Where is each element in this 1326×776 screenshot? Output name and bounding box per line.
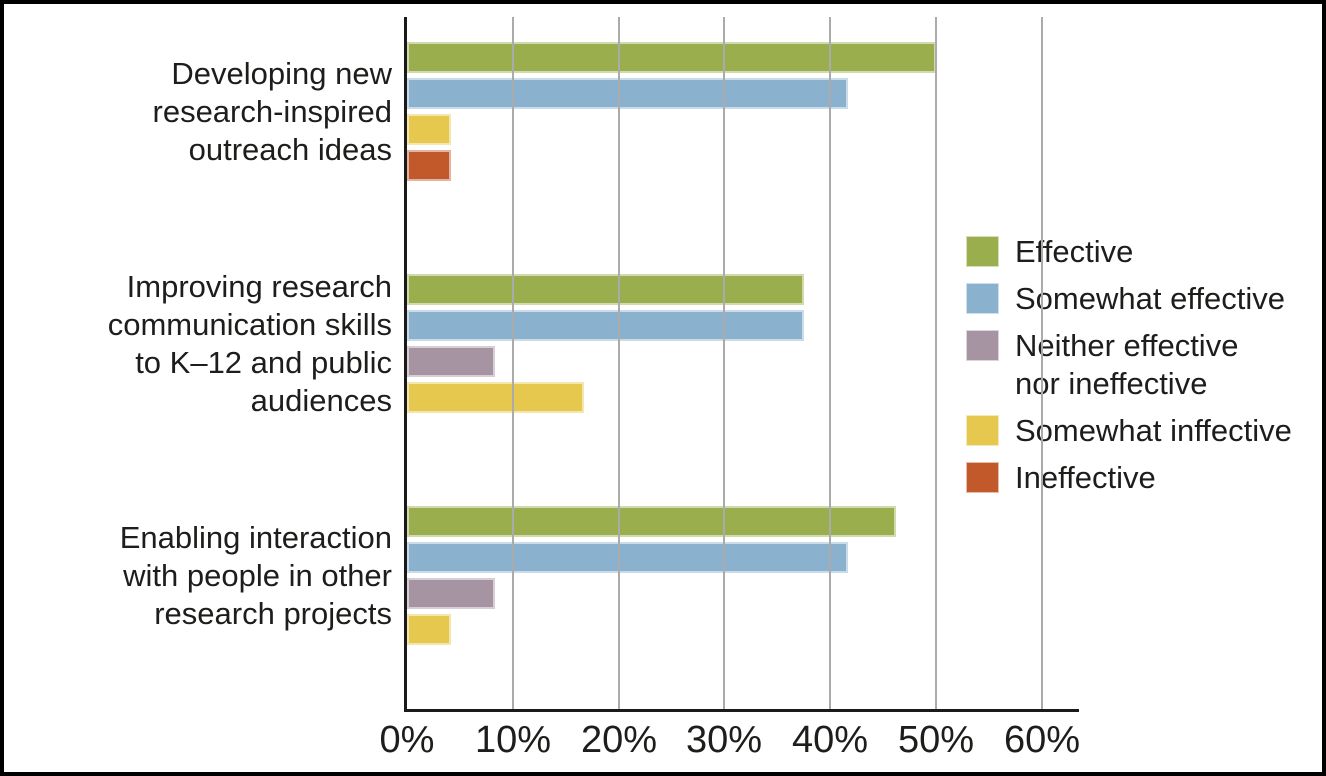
bar-neither-effective-nor-ineffective-category-2: [407, 346, 495, 377]
legend-label: Somewhat inffective: [1015, 413, 1292, 448]
category-label-line: outreach ideas: [188, 132, 392, 167]
category-label-line: with people in other: [123, 558, 392, 593]
bar-effective-category-2: [407, 274, 804, 305]
x-tick-label-50: 50%: [897, 719, 975, 761]
legend-label: Neither effective nor ineffective: [1015, 328, 1239, 401]
category-label-line: communication skills: [107, 307, 392, 342]
bar-neither-effective-nor-ineffective-category-3: [407, 578, 495, 609]
legend-swatch-effective: [966, 236, 999, 267]
legend-item-somewhat-effective: Somewhat effective: [966, 280, 1292, 318]
category-label-line: to K–12 and public: [135, 345, 392, 380]
x-tick-label-40: 40%: [791, 719, 869, 761]
gridline-30: [723, 17, 725, 709]
legend-item-ineffective: Ineffective: [966, 459, 1292, 497]
gridline-20: [618, 17, 620, 709]
legend-item-somewhat-inffective: Somewhat inffective: [966, 412, 1292, 450]
x-tick-label-0: 0%: [379, 719, 435, 761]
x-tick-label-20: 20%: [580, 719, 658, 761]
category-label-line: Improving research: [126, 269, 392, 304]
bar-somewhat-inffective-category-2: [407, 382, 584, 413]
legend-swatch-ineffective: [966, 462, 999, 493]
legend-label: Somewhat effective: [1015, 281, 1285, 316]
gridline-10: [512, 17, 514, 709]
legend-swatch-somewhat-inffective: [966, 415, 999, 446]
legend: Effective Somewhat effective Neither effec…: [966, 233, 1292, 506]
category-label-1: Developing new research-inspired outreach …: [28, 55, 393, 169]
category-label-line: audiences: [250, 383, 392, 418]
legend-swatch-somewhat-effective: [966, 283, 999, 314]
legend-label: Ineffective: [1015, 460, 1156, 495]
bar-somewhat-effective-category-3: [407, 542, 848, 573]
category-label-line: Enabling interaction: [119, 520, 392, 555]
x-tick-label-60: 60%: [1003, 719, 1081, 761]
bar-effective-category-3: [407, 506, 896, 537]
x-tick-label-30: 30%: [685, 719, 763, 761]
bar-somewhat-inffective-category-1: [407, 114, 451, 145]
gridline-40: [829, 17, 831, 709]
bar-somewhat-effective-category-1: [407, 78, 848, 109]
category-label-line: research-inspired: [152, 94, 393, 129]
bar-effective-category-1: [407, 42, 936, 73]
bar-ineffective-category-1: [407, 150, 451, 181]
x-axis-tick-labels: 0% 10% 20% 30% 40% 50% 60%: [380, 719, 1081, 764]
category-label-line: Developing new: [171, 56, 392, 91]
category-label-line: research projects: [154, 596, 392, 631]
legend-swatch-neither-effective-nor-ineffective: [966, 330, 999, 361]
category-label-2: Improving research communication skills to…: [28, 268, 392, 420]
bar-somewhat-effective-category-2: [407, 310, 804, 341]
legend-item-neither-effective-nor-ineffective: Neither effective nor ineffective: [966, 327, 1292, 403]
legend-item-effective: Effective: [966, 233, 1292, 271]
gridline-60: [1041, 17, 1043, 709]
legend-label: Effective: [1015, 234, 1134, 269]
gridline-50: [935, 17, 937, 709]
x-tick-label-10: 10%: [474, 719, 552, 761]
category-label-3: Enabling interaction with people in other…: [28, 519, 392, 633]
plot-area: [404, 17, 1079, 712]
bar-somewhat-inffective-category-3: [407, 614, 451, 645]
